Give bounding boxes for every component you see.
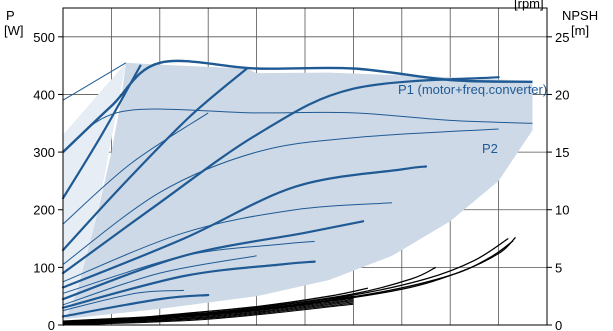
p2-curve [62,240,315,294]
p1-curve [61,67,248,252]
left-tick-label: 300 [33,145,55,160]
p2-curve [62,128,499,265]
npsh-low-curve [62,303,354,326]
p2-curve [62,255,257,306]
npsh-low-curve [62,302,354,325]
right-tick-label: 5 [555,260,562,275]
right-tick-label: 10 [555,203,569,218]
right-tick-label: 0 [555,318,562,331]
axis-ticks: 0 100 200 300 400 500 0 5 10 15 20 25 [33,30,569,331]
p2-curve [62,289,185,312]
p1-curve [61,220,365,301]
p2-curves [62,62,533,312]
left-tick-label: 500 [33,30,55,45]
p2-curve [62,202,393,283]
npsh-low-curve [62,301,354,325]
envelope-light-area [63,62,126,326]
p1-curve [61,64,142,200]
right-tick-label: 20 [555,87,569,102]
left-axis-label-unit: [W] [4,23,24,38]
p1-curves [61,59,533,318]
left-tick-label: 200 [33,203,55,218]
right-axis-label-unit: [m] [571,23,589,38]
p1-curve [61,260,316,309]
right-axis-label-npsh: NPSH [562,8,598,23]
p2-label: P2 [482,141,498,156]
left-tick-label: 100 [33,260,55,275]
envelope-area [63,62,533,326]
p2-curve [62,112,209,225]
right-tick-label: 15 [555,145,569,160]
left-tick-label: 400 [33,87,55,102]
left-tick-label: 0 [48,318,55,331]
npsh-low-curve [62,296,354,322]
npsh-low-curve [62,295,354,322]
npsh-low-curve [62,300,354,324]
operating-envelope [63,62,533,326]
p2-curve [62,108,533,153]
right-tick-label: 25 [555,30,569,45]
plot-border [62,7,548,326]
plot-frame [62,7,548,326]
left-axis-label-p: P [6,8,15,23]
npsh-low-curve [62,298,354,323]
top-axis-unit-fragment: [rpm] [514,0,544,11]
npsh-curves [62,236,516,326]
npsh-low-curve [62,299,354,324]
p1-curve [61,293,210,318]
p2-curve [62,62,127,101]
p1-curve [61,165,428,289]
p1-label: P1 (motor+freq.converter) [398,82,547,97]
p1-curve [61,76,500,275]
